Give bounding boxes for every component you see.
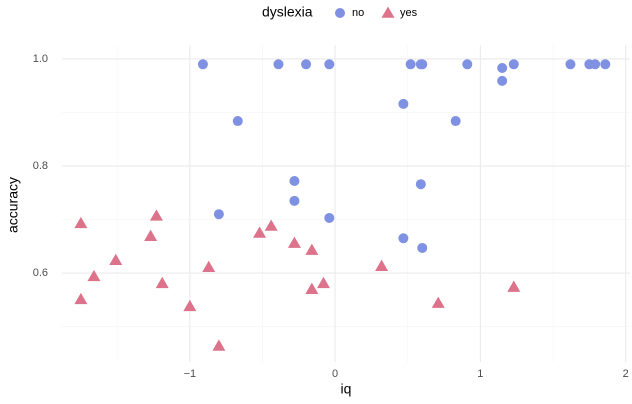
point [450,116,461,127]
x-tick-label: 1 [477,368,483,380]
point [197,59,208,70]
legend-label: yes [400,7,418,19]
point [375,259,389,271]
point [213,209,224,220]
point [74,292,88,305]
point [324,59,335,70]
point [415,179,426,190]
x-axis-title: iq [341,381,352,397]
point [74,216,88,229]
point [417,59,428,70]
point [508,59,519,70]
point [149,209,163,221]
y-axis-title: accuracy [5,177,21,233]
point [87,269,101,282]
point [232,116,243,127]
point [431,296,445,308]
point [405,59,416,70]
y-tick-label: 0.6 [33,267,48,279]
point [273,59,284,70]
point [183,299,197,312]
point [144,229,158,241]
point [324,212,335,223]
point [590,59,601,70]
point [497,63,508,74]
point [264,219,278,231]
y-tick-label: 0.8 [33,160,48,172]
point [202,260,216,273]
point [316,276,330,289]
point [287,236,301,248]
x-tick-label: 2 [623,368,629,380]
legend-key [335,8,345,18]
x-tick-label: 0 [332,368,338,380]
point [155,276,169,289]
point [565,59,576,70]
point [305,282,319,294]
point [462,59,473,70]
legend-title: dyslexia [262,4,313,20]
point [600,59,611,70]
point [289,195,300,206]
point [305,243,319,255]
point [398,233,409,244]
point [289,176,300,187]
legend-label: no [352,7,364,19]
point [507,280,521,292]
x-tick-label: −1 [184,368,197,380]
legend-key [381,6,395,18]
point [109,253,123,266]
point [398,98,409,109]
point [301,59,312,70]
point [212,339,226,351]
point [497,75,508,86]
y-tick-label: 1.0 [33,53,48,65]
point [417,242,428,253]
point [253,226,267,238]
